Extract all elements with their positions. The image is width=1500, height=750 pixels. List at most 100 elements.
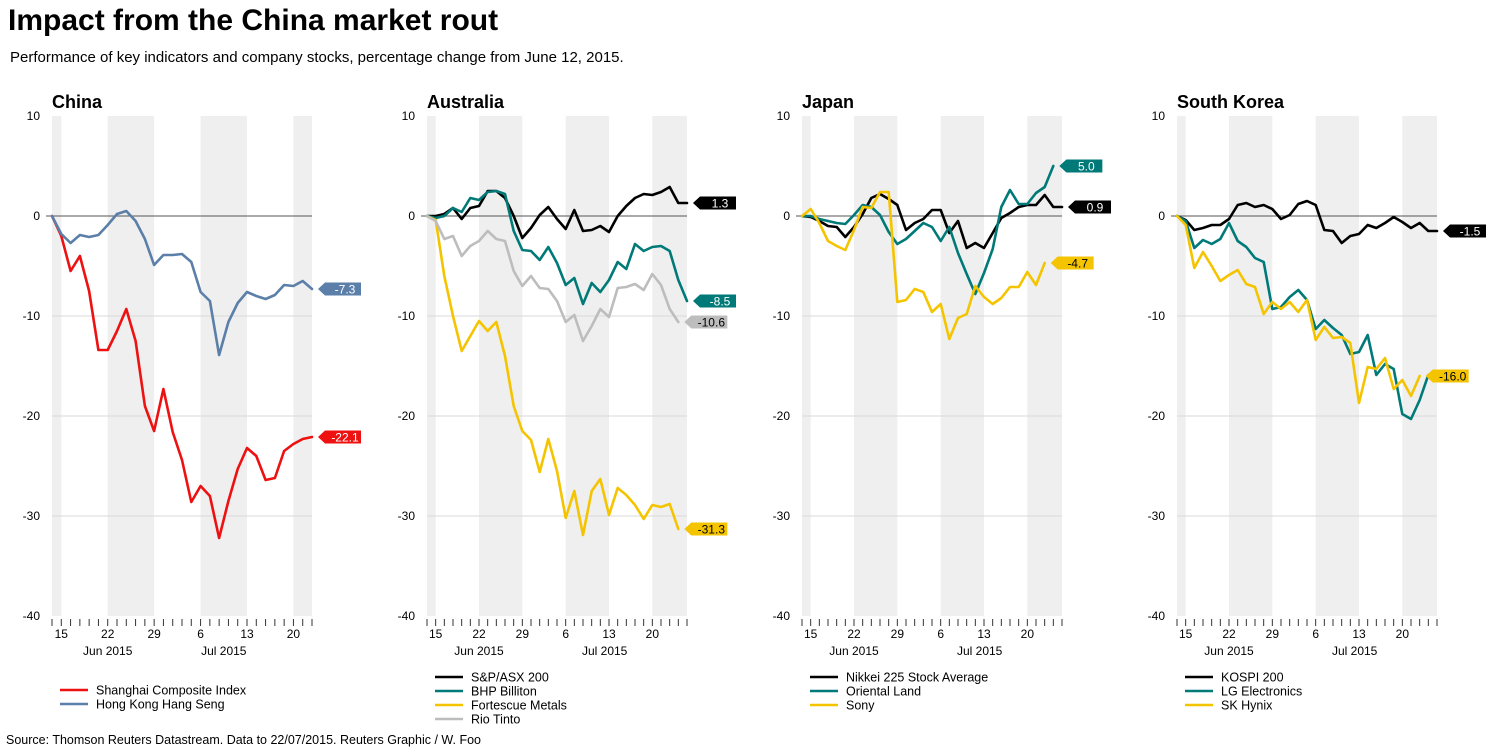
legend-label: Oriental Land [846, 685, 921, 699]
end-value-label: -10.6 [698, 316, 726, 330]
legend-label: Fortescue Metals [471, 699, 567, 713]
x-tick-label: 13 [240, 627, 254, 641]
end-value-label: 0.9 [1087, 201, 1104, 215]
chart-band [200, 116, 247, 616]
series-line-1 [1175, 214, 1439, 421]
series-line-2 [800, 190, 1046, 341]
chart-band [293, 116, 312, 616]
y-tick-label: -20 [773, 409, 791, 423]
chart-panel-3: South Korea 10 0 -10 -20 -30 -40 15 22 29 6 13 20 Jun… [1148, 92, 1486, 713]
legend-label: BHP Billiton [471, 685, 537, 699]
chart-title: China [52, 92, 103, 112]
y-tick-label: -40 [1148, 609, 1166, 623]
chart-band [427, 116, 436, 616]
y-tick-label: 0 [1158, 209, 1165, 223]
series-line-0 [1175, 199, 1439, 245]
chart-title: South Korea [1177, 92, 1285, 112]
source-note: Source: Thomson Reuters Datastream. Data… [6, 733, 481, 747]
x-month-label: Jun 2015 [83, 644, 133, 658]
x-tick-label: 15 [804, 627, 818, 641]
chart-band [1229, 116, 1273, 616]
chart-band [652, 116, 687, 616]
end-value-flag [693, 196, 736, 210]
end-value-label: 5.0 [1078, 160, 1095, 174]
y-tick-label: -30 [398, 509, 416, 523]
legend-label: S&P/ASX 200 [471, 671, 549, 685]
end-value-flag [693, 294, 736, 308]
x-tick-label: 6 [1312, 627, 1319, 641]
x-tick-label: 15 [1179, 627, 1193, 641]
x-tick-label: 20 [287, 627, 301, 641]
y-tick-label: -30 [1148, 509, 1166, 523]
legend-label: Shanghai Composite Index [96, 684, 247, 698]
x-tick-label: 6 [937, 627, 944, 641]
page-title: Impact from the China market rout [8, 4, 499, 37]
chart-band [854, 116, 898, 616]
series-line-2 [1175, 214, 1421, 405]
y-tick-label: -20 [23, 409, 41, 423]
y-tick-label: -10 [1148, 309, 1166, 323]
series-line-2 [425, 214, 680, 537]
x-tick-label: 22 [101, 627, 115, 641]
chart-panel-0: China 10 0 -10 -20 -30 -40 15 22 29 6 13 20 Jun 2015 J… [23, 92, 361, 712]
legend-label: Hong Kong Hang Seng [96, 698, 225, 712]
x-tick-label: 20 [646, 627, 660, 641]
y-tick-label: -30 [773, 509, 791, 523]
y-tick-label: -10 [398, 309, 416, 323]
end-value-flag [1443, 224, 1486, 238]
y-tick-label: -10 [773, 309, 791, 323]
legend-label: SK Hynix [1221, 699, 1273, 713]
x-tick-label: 22 [1222, 627, 1236, 641]
x-tick-label: 6 [197, 627, 204, 641]
x-tick-label: 15 [55, 627, 69, 641]
chart-band [940, 116, 984, 616]
y-tick-label: 0 [783, 209, 790, 223]
chart-band [565, 116, 609, 616]
x-month-label: Jul 2015 [957, 644, 1003, 658]
y-tick-label: 10 [1152, 109, 1166, 123]
x-tick-label: 29 [1266, 627, 1280, 641]
y-tick-label: -40 [773, 609, 791, 623]
end-value-flag [318, 282, 361, 296]
x-tick-label: 29 [516, 627, 530, 641]
page-subtitle: Performance of key indicators and compan… [10, 49, 624, 66]
chart-band [1177, 116, 1186, 616]
end-value-label: -1.5 [1460, 225, 1481, 239]
chart-band [52, 116, 62, 616]
legend-label: Rio Tinto [471, 713, 520, 727]
x-month-label: Jun 2015 [1204, 644, 1254, 658]
series-line-0 [425, 185, 689, 240]
end-value-label: -7.3 [335, 283, 356, 297]
end-value-label: -22.1 [331, 431, 359, 445]
y-tick-label: 10 [402, 109, 416, 123]
x-tick-label: 20 [1021, 627, 1035, 641]
end-value-flag [1068, 200, 1111, 214]
y-tick-label: -40 [398, 609, 416, 623]
y-tick-label: 10 [777, 109, 791, 123]
legend-label: Nikkei 225 Stock Average [846, 671, 988, 685]
chart-band [1402, 116, 1437, 616]
x-tick-label: 15 [429, 627, 443, 641]
y-tick-label: 10 [27, 109, 41, 123]
x-tick-label: 13 [1352, 627, 1366, 641]
x-month-label: Jun 2015 [829, 644, 879, 658]
y-tick-label: 0 [33, 209, 40, 223]
chart-panel-1: Australia 10 0 -10 -20 -30 -40 15 22 29 6 13 20 Jun 2… [398, 92, 736, 727]
y-tick-label: -40 [23, 609, 41, 623]
chart-band [802, 116, 811, 616]
x-month-label: Jul 2015 [201, 644, 247, 658]
x-tick-label: 29 [891, 627, 905, 641]
chart-band [107, 116, 155, 616]
end-value-flag [318, 430, 361, 444]
end-value-flag [1050, 256, 1094, 270]
x-tick-label: 13 [602, 627, 616, 641]
x-tick-label: 29 [147, 627, 161, 641]
chart-band [1027, 116, 1062, 616]
y-tick-label: 0 [408, 209, 415, 223]
series-line-3 [425, 214, 680, 343]
end-value-flag [1425, 369, 1469, 383]
end-value-flag [684, 315, 728, 329]
x-month-label: Jun 2015 [454, 644, 504, 658]
chart-panel-2: Japan 10 0 -10 -20 -30 -40 15 22 29 6 13 20 Jun 2015 J… [773, 92, 1111, 713]
